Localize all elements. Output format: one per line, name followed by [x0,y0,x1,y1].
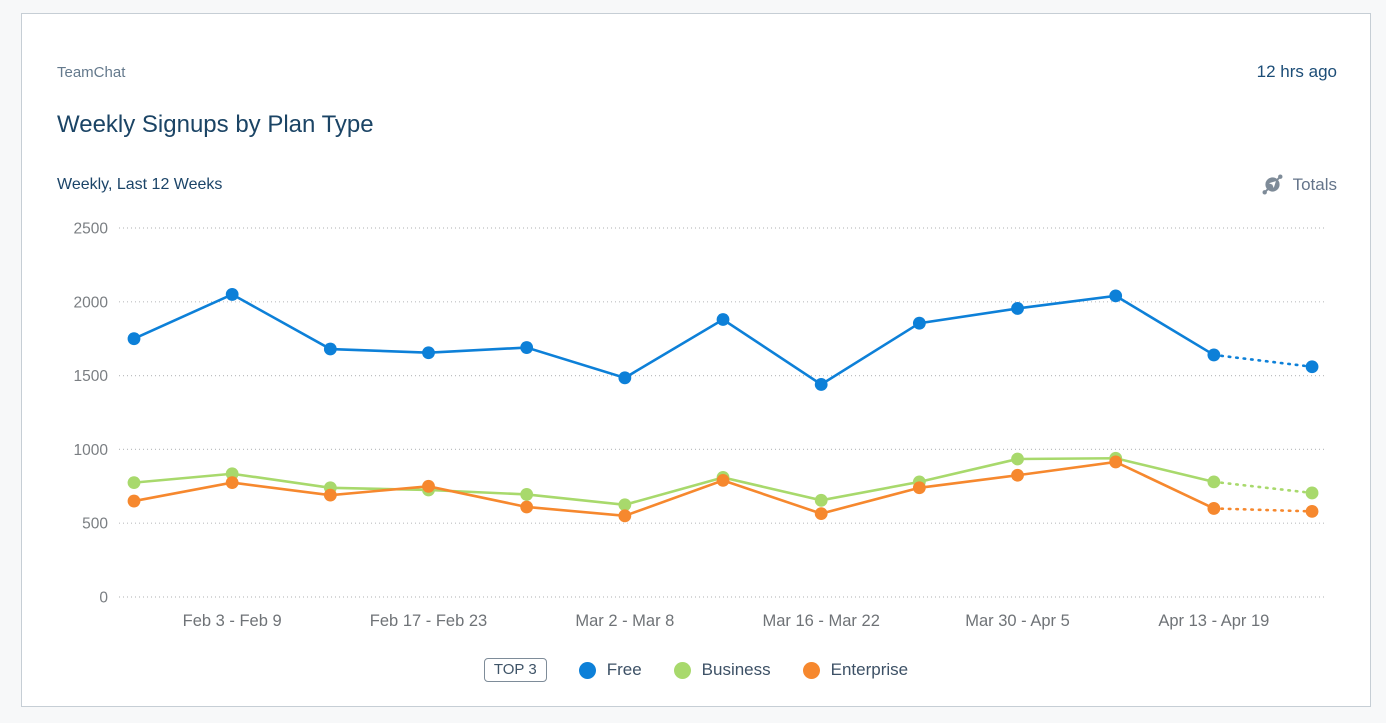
data-point-enterprise[interactable] [422,479,435,493]
legend-dot-free [578,661,596,679]
data-point-enterprise[interactable] [127,494,141,508]
chart-svg: 0 500 1000 1500 2000 2500 Feb 3 - Feb 9 Feb 17 … [74,221,1325,630]
data-point-enterprise[interactable] [1207,502,1221,515]
series-line-enterprise [133,460,1215,518]
data-point-free[interactable] [618,371,632,385]
x-tick-label: Apr 13 - Apr 19 [1158,612,1269,630]
y-tick-label: 2000 [74,294,109,311]
data-point-business[interactable] [225,467,239,481]
data-point-enterprise[interactable] [225,476,239,490]
data-point-free[interactable] [422,346,435,360]
x-tick-label: Mar 30 - Apr 5 [965,612,1070,630]
y-tick-label: 1000 [74,442,109,459]
data-point-enterprise[interactable] [1305,504,1319,518]
data-point-enterprise[interactable] [716,473,730,487]
data-point-free[interactable] [1305,360,1319,374]
legend-dot-enterprise [802,661,820,679]
x-tick-label: Feb 17 - Feb 23 [370,612,487,630]
x-tick-label: Mar 2 - Mar 8 [575,612,674,630]
series-line-business [133,456,1215,507]
y-tick-label: 500 [82,516,108,533]
data-point-free[interactable] [912,316,926,330]
data-point-free[interactable] [716,313,730,326]
x-tick-label: Feb 3 - Feb 9 [183,612,282,630]
legend-items: Free Business Enterprise [578,660,909,680]
data-point-enterprise[interactable] [520,500,534,514]
series-projection-enterprise [1212,507,1314,513]
data-point-free[interactable] [814,378,828,391]
data-point-free[interactable] [127,332,141,346]
data-point-enterprise[interactable] [814,507,828,521]
legend-label: Business [701,660,771,679]
legend-item-enterprise[interactable]: Enterprise [802,660,909,680]
data-point-free[interactable] [1207,348,1221,362]
totals-toggle[interactable]: Totals [1260,172,1337,197]
totals-label: Totals [1292,174,1337,194]
chart-subtitle: Weekly, Last 12 Weeks [57,176,223,193]
data-point-enterprise[interactable] [323,488,337,502]
series-projection-free [1212,353,1314,369]
totals-trend-icon [1260,172,1285,197]
legend-item-business[interactable]: Business [673,660,771,680]
data-point-enterprise[interactable] [1109,455,1123,469]
legend: TOP 3 Free Business Enterprise [22,658,1370,682]
data-point-business[interactable] [1011,452,1024,466]
data-point-business[interactable] [1207,475,1221,489]
data-point-business[interactable] [127,476,141,490]
y-tick-label: 1500 [74,368,109,385]
data-point-business[interactable] [1305,486,1319,500]
legend-item-free[interactable]: Free [578,660,642,680]
data-point-enterprise[interactable] [912,481,926,495]
top3-chip[interactable]: TOP 3 [483,658,547,682]
data-point-free[interactable] [225,288,239,301]
data-point-free[interactable] [1109,289,1123,303]
data-point-business[interactable] [618,498,632,512]
series-projection-business [1212,480,1314,495]
x-tick-label: Mar 16 - Mar 22 [763,612,880,630]
data-point-business[interactable] [814,493,828,507]
series-line-free [133,292,1215,387]
data-point-business[interactable] [520,488,534,501]
data-point-enterprise[interactable] [618,509,632,523]
data-point-free[interactable] [1011,302,1024,315]
legend-label: Enterprise [830,660,909,679]
data-point-free[interactable] [323,342,337,356]
y-tick-label: 2500 [74,221,109,238]
legend-label: Free [606,660,642,679]
data-point-enterprise[interactable] [1011,468,1024,482]
page-title: Weekly Signups by Plan Type [57,111,374,138]
widget-card: 0 500 1000 1500 2000 2500 Feb 3 - Feb 9 Feb 17 … [21,13,1371,707]
legend-dot-business [673,661,691,679]
y-tick-label: 0 [99,590,108,607]
app-name: TeamChat [57,64,126,81]
data-point-free[interactable] [520,341,534,354]
timestamp: 12 hrs ago [1256,62,1337,81]
